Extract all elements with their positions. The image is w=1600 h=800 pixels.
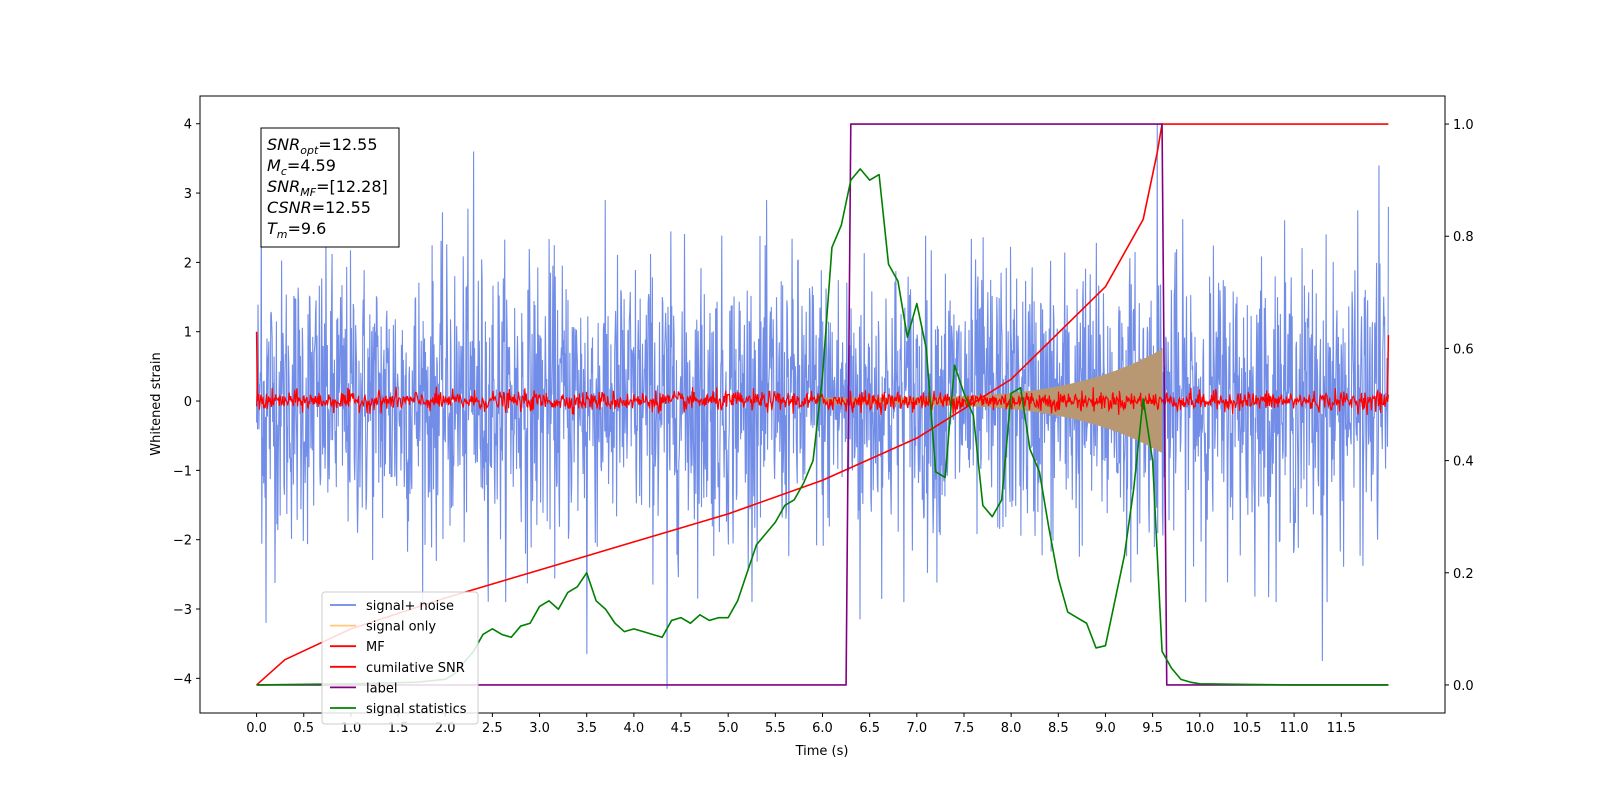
x-tick-label: 4.5 [671, 721, 692, 736]
y-axis-left: −4 −3 −2 −1 0 1 2 3 4 [173, 118, 200, 687]
stats-box-line: CSNR=12.55 [267, 198, 371, 217]
y-axis-title: Whitened strain [149, 352, 164, 455]
y2-tick-label: 0.6 [1453, 342, 1474, 357]
x-tick-label: 2.5 [482, 721, 503, 736]
x-tick-label: 10.5 [1232, 721, 1261, 736]
series-layer [255, 123, 1390, 689]
series-label-line [256, 123, 1389, 686]
y-tick-label: 3 [184, 187, 192, 202]
x-tick-label: 1.0 [341, 721, 362, 736]
y-tick-label: −3 [173, 603, 192, 618]
y-tick-label: −2 [173, 534, 192, 549]
series-mf-spike-start [255, 331, 259, 402]
y2-tick-label: 1.0 [1453, 118, 1474, 133]
x-tick-label: 9.0 [1095, 721, 1116, 736]
legend-label: MF [366, 640, 385, 655]
y-tick-label: 1 [184, 326, 192, 341]
x-tick-label: 5.0 [718, 721, 739, 736]
y2-tick-label: 0.2 [1453, 567, 1474, 582]
legend-label: label [366, 681, 397, 696]
y2-tick-label: 0.0 [1453, 679, 1474, 694]
series-mf-line [255, 386, 1390, 415]
legend: signal+ noise signal only MF cumilative SNR… [321, 591, 479, 725]
y-tick-label: −1 [173, 464, 192, 479]
x-tick-label: 0.0 [246, 721, 267, 736]
stats-box-line: Mc=4.59 [267, 156, 336, 178]
y-tick-label: 4 [184, 118, 192, 133]
series-mf-spike-end [1386, 335, 1390, 402]
x-tick-label: 7.0 [906, 721, 927, 736]
stats-box-frame [260, 127, 400, 248]
legend-label: signal only [366, 620, 436, 635]
legend-frame [321, 591, 479, 725]
legend-label: signal+ noise [366, 599, 454, 614]
x-tick-label: 4.0 [624, 721, 645, 736]
y-tick-label: −4 [173, 672, 192, 687]
x-axis-title: Time (s) [795, 744, 849, 759]
x-tick-label: 6.5 [859, 721, 880, 736]
x-tick-label: 0.5 [293, 721, 314, 736]
stats-box-line: SNRMF=[12.28] [267, 177, 388, 199]
y-tick-label: 0 [184, 395, 192, 410]
y-axis-right: 0.0 0.2 0.4 0.6 0.8 1.0 [1445, 118, 1474, 694]
x-axis: 0.0 0.5 1.0 1.5 2.0 2.5 3.0 3.5 4.0 4.5 5.0 5.5 6.0 6… [246, 713, 1356, 736]
x-tick-label: 10.0 [1185, 721, 1214, 736]
y-tick-label: 2 [184, 256, 192, 271]
x-tick-label: 9.5 [1142, 721, 1163, 736]
stats-box-line: Tm=9.6 [267, 219, 326, 241]
legend-label: signal statistics [366, 702, 467, 717]
series-signal-statistics-line [256, 168, 1389, 686]
series-signal-noise-line [256, 123, 1389, 689]
x-tick-label: 3.0 [529, 721, 550, 736]
stats-box: SNRopt=12.55Mc=4.59SNRMF=[12.28]CSNR=12.… [260, 127, 400, 248]
stats-box-line: SNRopt=12.55 [267, 135, 378, 157]
x-tick-label: 1.5 [388, 721, 409, 736]
x-tick-label: 3.5 [576, 721, 597, 736]
x-tick-label: 11.5 [1327, 721, 1356, 736]
y2-tick-label: 0.8 [1453, 230, 1474, 245]
x-tick-label: 8.5 [1048, 721, 1069, 736]
x-tick-label: 5.5 [765, 721, 786, 736]
x-tick-label: 2.0 [435, 721, 456, 736]
legend-label: cumilative SNR [366, 661, 465, 676]
y2-tick-label: 0.4 [1453, 455, 1474, 470]
x-tick-label: 8.0 [1001, 721, 1022, 736]
x-tick-label: 11.0 [1280, 721, 1309, 736]
x-tick-label: 7.5 [954, 721, 975, 736]
x-tick-label: 6.0 [812, 721, 833, 736]
